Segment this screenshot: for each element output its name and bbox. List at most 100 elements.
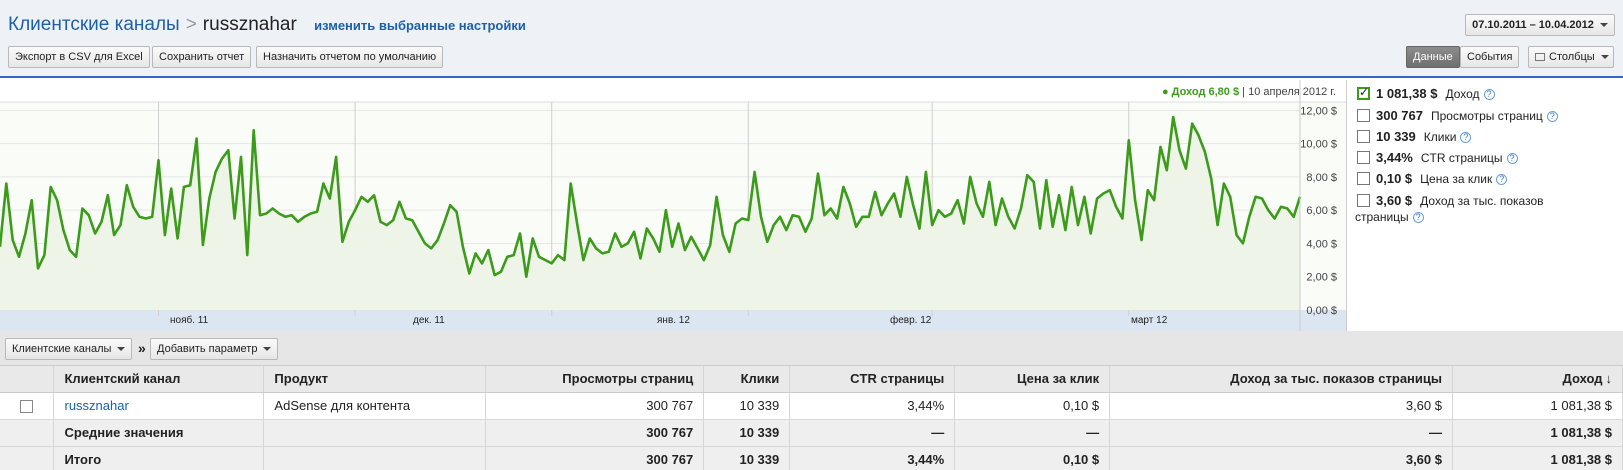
column-header[interactable]: Просмотры страниц	[485, 366, 705, 393]
table-row: russznahar AdSense для контента 300 767 …	[0, 392, 1623, 420]
metric-page-views[interactable]: 300 767 Просмотры страниц?	[1357, 108, 1558, 123]
column-header[interactable]: Доход за тыс. показов страницы	[1109, 366, 1453, 393]
table-cell: 1 081,38 $	[1452, 392, 1623, 420]
average-row: Средние значения 300 767 10 339 — — — 1 …	[0, 419, 1623, 447]
chevron-down-icon	[1599, 23, 1608, 28]
row-checkbox-cell	[0, 392, 55, 420]
metric-label: Клики	[1423, 130, 1457, 144]
table-cell: 1 081,38 $	[1452, 446, 1623, 470]
column-header[interactable]: Продукт	[263, 366, 487, 393]
table-cell: Средние значения	[53, 419, 265, 447]
export-csv-button[interactable]: Экспорт в CSV для Excel	[8, 46, 150, 68]
columns-button[interactable]: Столбцы	[1528, 46, 1614, 68]
metric-label: Цена за клик	[1420, 172, 1493, 186]
metric-rpm-label-line2: страницы?	[1355, 210, 1424, 224]
help-icon[interactable]: ?	[1496, 174, 1508, 185]
help-icon[interactable]: ?	[1483, 89, 1495, 100]
table-cell: —	[789, 419, 956, 447]
series-area	[0, 117, 1300, 310]
y-tick-label: 10,00 $	[1300, 139, 1337, 151]
table-cell	[0, 419, 55, 447]
column-header[interactable]: Клиентский канал	[53, 366, 265, 393]
chart-canvas[interactable]: 12,00 $ 10,00 $ 8,00 $ 6,00 $ 4,00 $ 2,00 $ 0,…	[0, 80, 1346, 331]
metric-cpc[interactable]: 0,10 $ Цена за клик?	[1357, 171, 1508, 186]
table-cell: 0,10 $	[954, 392, 1111, 420]
data-view-button[interactable]: Данные	[1406, 46, 1460, 68]
metric-label: Просмотры страниц	[1431, 109, 1543, 123]
x-tick-label: март 12	[1131, 315, 1168, 326]
revenue-chart[interactable]: 12,00 $ 10,00 $ 8,00 $ 6,00 $ 4,00 $ 2,00 $ 0,…	[0, 80, 1346, 331]
x-tick-label: янв. 12	[657, 315, 690, 326]
chart-tooltip: ● Доход 6,80 $ | 10 апреля 2012 г.	[1162, 86, 1336, 98]
table-cell: 1 081,38 $	[1452, 419, 1623, 447]
table-cell: AdSense для контента	[263, 392, 487, 420]
breadcrumb-separator: >	[185, 14, 197, 35]
events-view-button[interactable]: События	[1460, 46, 1520, 68]
series-line	[0, 115, 1302, 278]
table-cell	[263, 446, 487, 470]
table-cell: 300 767	[485, 392, 705, 420]
table-cell	[0, 446, 55, 470]
column-header[interactable]: Клики	[703, 366, 791, 393]
metric-revenue[interactable]: 1 081,38 $ Доход?	[1357, 85, 1495, 101]
set-default-report-button[interactable]: Назначить отчетом по умолчанию	[256, 46, 444, 68]
date-range-picker[interactable]: 07.10.2011 – 10.04.2012	[1465, 14, 1615, 36]
metric-value: 0,10 $	[1376, 171, 1413, 186]
metric-label: Доход	[1445, 87, 1480, 101]
channel-cell: russznahar	[53, 392, 265, 420]
table-cell: 10 339	[703, 419, 791, 447]
help-icon[interactable]: ?	[1412, 212, 1424, 223]
table-cell: 10 339	[703, 446, 791, 470]
table-cell: —	[954, 419, 1111, 447]
metric-checkbox[interactable]	[1357, 109, 1370, 122]
table-cell: —	[1109, 419, 1453, 447]
table-cell: Итого	[53, 446, 265, 470]
metric-label: Доход за тыс. показов	[1420, 194, 1544, 208]
dimension-filter-bar: Клиентские каналы » Добавить параметр	[0, 331, 1623, 366]
table-cell: 3,44%	[789, 446, 956, 470]
y-tick-label: 8,00 $	[1306, 172, 1337, 184]
y-tick-label: 0,00 $	[1306, 305, 1337, 317]
help-icon[interactable]: ?	[1460, 132, 1472, 143]
row-checkbox[interactable]	[20, 400, 34, 414]
metric-checkbox[interactable]	[1357, 85, 1370, 100]
x-tick-label: дек. 11	[413, 315, 445, 326]
tooltip-series: ● Доход 6,80 $	[1161, 86, 1240, 98]
column-header[interactable]: CTR страницы	[789, 366, 956, 393]
metric-checkbox[interactable]	[1357, 194, 1370, 207]
x-axis-band	[0, 310, 1346, 331]
metric-checkbox[interactable]	[1357, 151, 1370, 164]
select-all-header	[0, 366, 55, 393]
breadcrumb-root-link[interactable]: Клиентские каналы	[8, 14, 180, 35]
metric-checkbox[interactable]	[1357, 130, 1370, 143]
save-report-button[interactable]: Сохранить отчет	[152, 46, 252, 68]
columns-label: Столбцы	[1549, 51, 1595, 63]
chevron-down-icon	[1600, 55, 1609, 60]
total-row: Итого 300 767 10 339 3,44% 0,10 $ 3,60 $…	[0, 446, 1623, 470]
metric-rpm[interactable]: 3,60 $ Доход за тыс. показов	[1357, 193, 1544, 208]
chevron-right-icon: »	[138, 340, 146, 356]
column-header[interactable]: Цена за клик	[954, 366, 1111, 393]
sort-desc-icon: ↓	[1605, 371, 1613, 387]
table-cell: 300 767	[485, 446, 705, 470]
help-icon[interactable]: ?	[1546, 111, 1558, 122]
dimension-select[interactable]: Клиентские каналы	[5, 338, 133, 360]
help-icon[interactable]: ?	[1506, 153, 1518, 164]
column-header-revenue[interactable]: Доход ↓	[1452, 366, 1623, 393]
report-header: Клиентские каналы > russznahar изменить вы…	[0, 0, 1623, 78]
metric-label: страницы	[1355, 210, 1409, 224]
table-cell: 0,10 $	[954, 446, 1111, 470]
x-tick-label: февр. 12	[890, 315, 932, 326]
change-settings-link[interactable]: изменить выбранные настройки	[314, 18, 526, 33]
table-cell: 3,60 $	[1109, 392, 1453, 420]
metric-ctr[interactable]: 3,44% CTR страницы?	[1357, 150, 1518, 165]
table-cell: 3,44%	[789, 392, 956, 420]
metric-label: CTR страницы	[1420, 151, 1503, 165]
metric-checkbox[interactable]	[1357, 172, 1370, 185]
table-cell	[263, 419, 487, 447]
channel-link[interactable]: russznahar	[64, 398, 129, 413]
metric-clicks[interactable]: 10 339 Клики?	[1357, 129, 1472, 144]
page-title: russznahar	[202, 14, 297, 35]
table-cell: 3,60 $	[1109, 446, 1453, 470]
add-parameter-select[interactable]: Добавить параметр	[150, 338, 279, 360]
